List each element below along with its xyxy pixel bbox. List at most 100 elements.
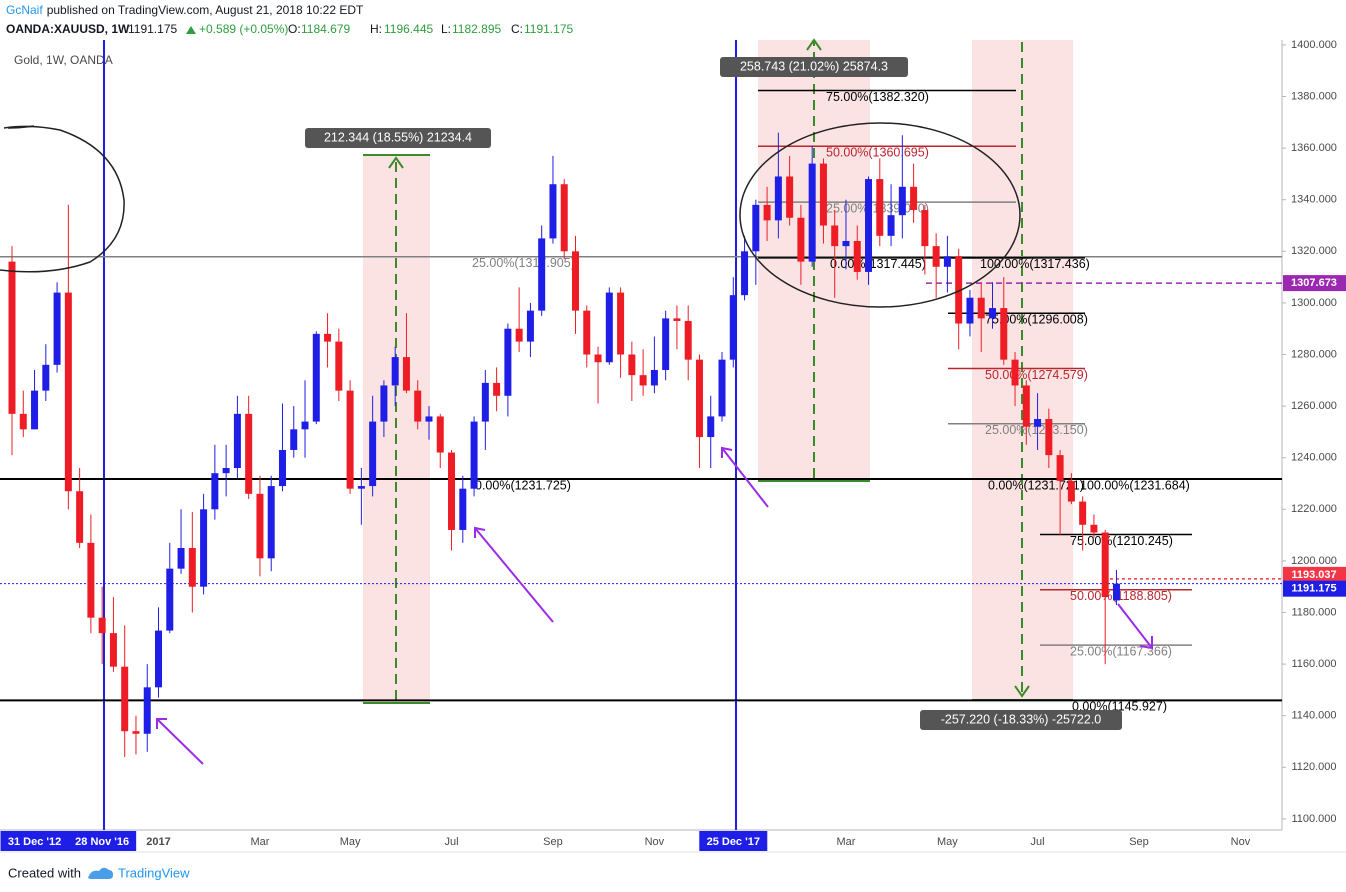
x-tick-label: May: [340, 836, 361, 848]
price-tag-label: 1191.175: [1291, 583, 1336, 595]
candle-body: [402, 357, 410, 391]
candle-body: [617, 292, 625, 355]
candle-body: [357, 486, 365, 489]
x-tick-label: 25 Dec '17: [707, 836, 760, 848]
candle-body: [380, 385, 388, 422]
candle-body: [414, 390, 422, 422]
fib-label: 75.00%(1296.008): [985, 312, 1088, 326]
candle-body: [53, 292, 61, 365]
candle-body: [267, 486, 275, 559]
footer-created: Created with: [8, 865, 81, 880]
candle-body: [470, 421, 478, 489]
candle-body: [549, 184, 557, 239]
candle-body: [594, 354, 602, 363]
symbol: OANDA:XAUUSD, 1W: [6, 22, 130, 36]
candle-body: [324, 333, 332, 342]
author[interactable]: GcNaif: [6, 3, 43, 17]
candle-body: [650, 369, 658, 386]
candle-body: [932, 246, 940, 267]
candle-body: [1045, 419, 1053, 456]
candle-body: [797, 217, 805, 262]
candle-body: [391, 357, 399, 386]
candle-body: [98, 617, 106, 634]
x-tick-label: 2017: [146, 836, 170, 848]
candle-body: [301, 421, 309, 430]
candle-body: [1101, 532, 1109, 598]
y-tick-label: 1220.000: [1291, 503, 1337, 515]
y-tick-label: 1260.000: [1291, 400, 1337, 412]
last-price: 1191.175: [128, 22, 177, 36]
y-tick-label: 1140.000: [1291, 710, 1336, 722]
fib-label: 100.00%(1231.684): [1080, 478, 1190, 492]
candle-body: [1056, 455, 1064, 481]
footer-brand[interactable]: TradingView: [118, 865, 190, 880]
fib-label: 0.00%(1317.445): [830, 257, 926, 271]
candle-body: [1067, 480, 1075, 502]
x-tick-label: Mar: [837, 836, 856, 848]
fib-label: 50.00%(1188.805): [1070, 589, 1172, 603]
candle-body: [955, 256, 963, 324]
candle-body: [143, 687, 151, 734]
candle-body: [1079, 501, 1087, 525]
candle-body: [256, 493, 264, 559]
candle-body: [233, 413, 241, 469]
ohlc-value: 1196.445: [384, 22, 433, 36]
measure-box: [305, 128, 491, 148]
ohlc-value: 1191.175: [524, 22, 573, 36]
candle-body: [966, 297, 974, 324]
candle-body: [132, 731, 140, 734]
measure-label: 258.743 (21.02%) 25874.3: [740, 59, 888, 73]
candle-body: [290, 429, 298, 450]
candle-body: [245, 413, 253, 494]
candle-body: [425, 416, 433, 422]
candle-body: [583, 310, 591, 355]
candle-body: [312, 333, 320, 422]
candle-body: [853, 240, 861, 272]
candle-body: [921, 210, 929, 247]
x-tick-label: Jul: [1031, 836, 1045, 848]
candle-body: [865, 179, 873, 272]
candle-body: [42, 364, 50, 391]
candle-body: [155, 630, 163, 688]
y-tick-label: 1200.000: [1291, 555, 1337, 567]
x-tick-label: Jul: [444, 836, 458, 848]
ohlc: O: 1184.679 H: 1196.445 L: 1182.895 C: 1191.175: [288, 22, 573, 36]
y-tick-label: 1300.000: [1291, 297, 1337, 309]
candle-body: [211, 473, 219, 510]
fib-label: 50.00%(1360.695): [826, 146, 929, 160]
fib-label: 50.00%(1274.579): [985, 368, 1088, 382]
candle-body: [19, 413, 27, 430]
candle-body: [222, 468, 230, 474]
y-tick-label: 1180.000: [1291, 606, 1336, 618]
chart-title: Gold, 1W, OANDA: [14, 53, 113, 67]
candle-body: [977, 297, 985, 319]
y-tick-label: 1280.000: [1291, 348, 1337, 360]
y-tick-label: 1100.000: [1291, 813, 1336, 825]
candle-body: [526, 310, 534, 342]
x-tick-label: Nov: [645, 836, 665, 848]
x-tick-label: Sep: [1129, 836, 1149, 848]
candle-body: [538, 238, 546, 311]
time-highlight: [699, 831, 768, 851]
candle-body: [493, 382, 501, 396]
fib-label: 0.00%(1231.725): [475, 478, 571, 492]
candle-body: [1011, 359, 1019, 386]
candle-body: [166, 568, 174, 631]
candle-body: [898, 186, 906, 216]
candle-body: [64, 292, 72, 492]
candle-body: [188, 548, 196, 587]
ohlc-label: C:: [511, 22, 523, 36]
candle-body: [707, 416, 715, 438]
candle-body: [695, 359, 703, 438]
y-tick-label: 1320.000: [1291, 245, 1337, 257]
candle-body: [481, 382, 489, 422]
plot: 1100.000 1120.000 1140.000 1160.000 1180.000…: [0, 39, 1346, 851]
x-tick-label: 28 Nov '16: [75, 836, 129, 848]
price-tag: [1283, 580, 1346, 597]
x-tick-label: 31 Dec '12: [8, 836, 61, 848]
candle-body: [369, 421, 377, 487]
candle-body: [1090, 524, 1098, 533]
candle-body: [76, 491, 84, 543]
candle-body: [200, 509, 208, 587]
price-tag: [1283, 566, 1346, 583]
